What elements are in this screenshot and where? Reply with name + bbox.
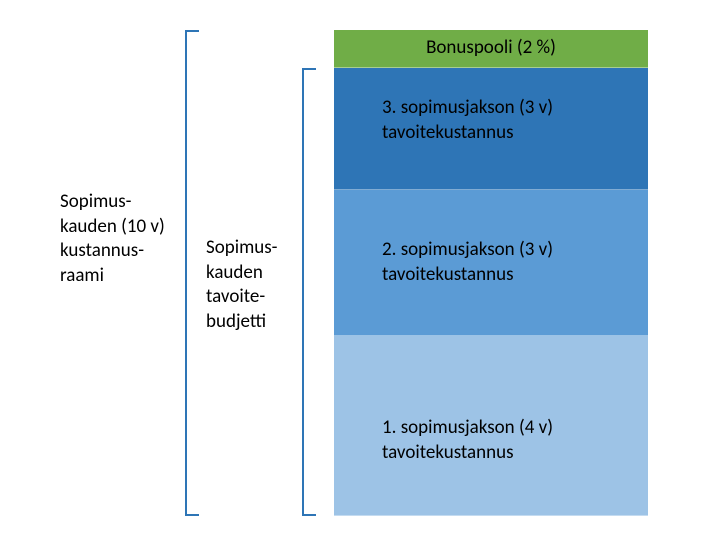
outer-label: Sopimus-kauden (10 v)kustannus-raami xyxy=(60,190,165,289)
inner-label: Sopimus-kaudentavoite-budjetti xyxy=(206,236,278,335)
block-stack: Bonuspooli (2 %)3. sopimusjakson (3 v) t… xyxy=(334,30,648,516)
block-0: Bonuspooli (2 %) xyxy=(334,30,648,68)
block-3: 1. sopimusjakson (4 v) tavoitekustannus xyxy=(334,336,648,516)
inner-bracket xyxy=(302,68,316,516)
block-1: 3. sopimusjakson (3 v) tavoitekustannus xyxy=(334,68,648,190)
block-2: 2. sopimusjakson (3 v) tavoitekustannus xyxy=(334,190,648,336)
outer-bracket xyxy=(185,30,199,516)
